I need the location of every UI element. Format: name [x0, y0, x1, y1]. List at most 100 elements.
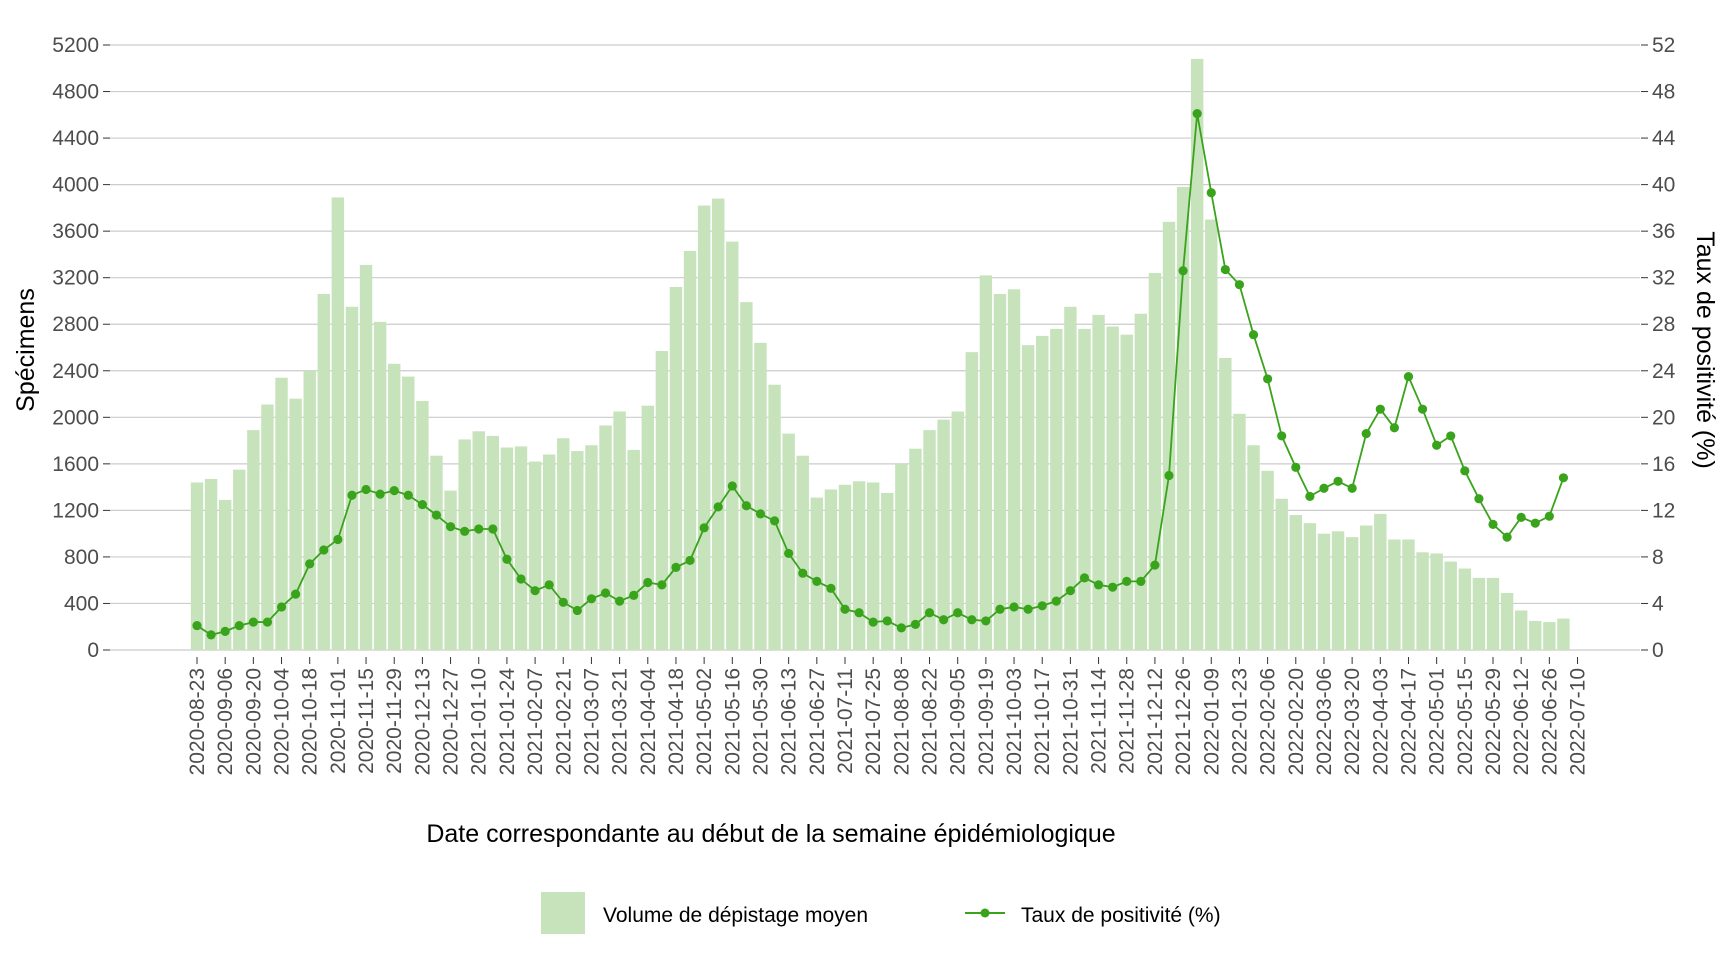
- x-tick-label: 2021-12-26: [1172, 668, 1195, 775]
- positivity-point: [586, 594, 597, 604]
- bar: [740, 302, 753, 650]
- positivity-point: [910, 619, 921, 630]
- positivity-point: [1291, 462, 1301, 472]
- y-left-tick-label: 800: [64, 546, 99, 569]
- positivity-point: [389, 486, 399, 496]
- bar: [655, 350, 669, 650]
- positivity-point: [347, 490, 357, 500]
- bar: [528, 461, 542, 650]
- positivity-point: [1192, 109, 1202, 119]
- bar: [965, 352, 978, 650]
- bar: [1317, 533, 1331, 650]
- bar: [1148, 273, 1162, 650]
- y-right-tick-label: 36: [1652, 220, 1675, 243]
- positivity-point: [1333, 476, 1343, 486]
- positivity-point: [713, 502, 723, 512]
- bar: [1261, 470, 1274, 650]
- x-tick-label: 2021-09-19: [975, 668, 998, 775]
- positivity-point: [1150, 560, 1160, 570]
- bar: [796, 455, 809, 650]
- positivity-point: [319, 545, 329, 555]
- x-tick-label: 2021-06-13: [778, 668, 801, 775]
- x-tick-label: 2020-10-18: [299, 668, 322, 775]
- positivity-point: [1220, 264, 1230, 275]
- positivity-point: [234, 620, 244, 631]
- positivity-point: [291, 589, 301, 599]
- bar: [402, 376, 415, 650]
- bar: [1233, 413, 1246, 650]
- positivity-point: [375, 489, 385, 499]
- bar: [1303, 523, 1317, 650]
- x-tick-label: 2020-09-20: [242, 668, 265, 775]
- y-right-tick-label: 24: [1652, 360, 1676, 383]
- bar: [1543, 622, 1556, 650]
- positivity-point: [755, 509, 766, 519]
- x-tick-label: 2022-02-20: [1285, 668, 1308, 775]
- positivity-point: [981, 616, 991, 626]
- positivity-point: [192, 620, 202, 631]
- x-tick-label: 2021-10-03: [1003, 668, 1026, 775]
- x-tick-label: 2021-01-24: [496, 668, 519, 776]
- bar: [627, 449, 640, 650]
- bar: [1430, 553, 1443, 650]
- legend-swatch-bars: [541, 892, 585, 934]
- y-left-tick-label: 3200: [52, 267, 99, 290]
- positivity-point: [699, 523, 709, 533]
- positivity-point: [615, 596, 625, 606]
- bar: [726, 241, 739, 650]
- bar: [697, 205, 711, 651]
- positivity-point: [1079, 573, 1090, 583]
- bar: [1472, 577, 1486, 650]
- positivity-point: [262, 617, 273, 627]
- positivity-point: [1136, 576, 1146, 586]
- positivity-point: [558, 597, 568, 607]
- positivity-point: [445, 522, 456, 532]
- positivity-point: [1248, 330, 1259, 340]
- y-axis-left: 0 400 800 1200 1600 2000 2400 2800 3200 3600 4000 4…: [52, 34, 110, 662]
- x-tick-label: 2021-11-14: [1088, 668, 1111, 774]
- bar: [233, 469, 246, 650]
- legend-label-bars: Volume de dépistage moyen: [603, 904, 868, 927]
- bar: [359, 264, 373, 650]
- y-right-tick-label: 44: [1652, 127, 1676, 150]
- positivity-point: [544, 580, 554, 590]
- x-tick-label: 2021-08-08: [890, 668, 913, 775]
- positivity-point: [882, 616, 892, 626]
- y-left-tick-label: 1600: [52, 453, 99, 476]
- x-tick-label: 2022-01-09: [1200, 668, 1223, 775]
- bar: [754, 342, 767, 650]
- x-tick-label: 2021-02-21: [552, 668, 575, 775]
- bar: [486, 435, 500, 650]
- positivity-point: [1460, 466, 1470, 476]
- x-tick-label: 2021-07-25: [862, 668, 885, 775]
- positivity-point: [530, 586, 540, 596]
- positivity-point: [840, 604, 850, 614]
- positivity-point: [1108, 582, 1118, 592]
- bar: [1092, 314, 1105, 650]
- x-tick-label: 2021-09-05: [947, 668, 970, 775]
- x-tick-label: 2022-05-15: [1454, 668, 1477, 775]
- x-tick-label: 2020-11-29: [383, 668, 406, 774]
- positivity-point: [1234, 280, 1245, 290]
- bar: [416, 401, 429, 650]
- x-tick-label: 2021-08-22: [919, 668, 942, 775]
- y-left-tick-label: 2800: [52, 313, 99, 336]
- x-tick-label: 2021-04-04: [637, 668, 660, 776]
- x-tick-label: 2020-08-23: [186, 668, 209, 775]
- bar: [331, 197, 345, 651]
- positivity-point: [1093, 580, 1104, 590]
- legend: Volume de dépistage moyen Taux de positi…: [541, 892, 1221, 934]
- bar: [1036, 335, 1049, 650]
- positivity-point: [1544, 511, 1554, 521]
- positivity-point: [1164, 470, 1174, 481]
- bar: [1514, 610, 1528, 650]
- bar: [458, 439, 471, 650]
- positivity-point: [784, 548, 794, 559]
- positivity-point: [685, 555, 695, 566]
- y-right-tick-label: 40: [1652, 174, 1675, 197]
- positivity-point: [600, 588, 611, 598]
- positivity-point: [474, 524, 484, 534]
- positivity-point: [206, 630, 216, 640]
